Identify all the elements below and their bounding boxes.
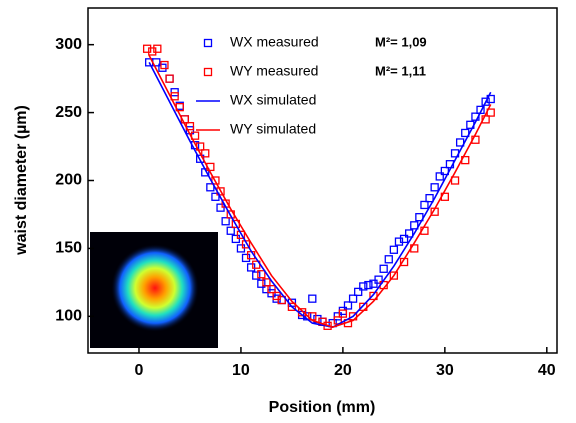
series-line: [148, 55, 492, 329]
x-tick-label: 20: [334, 362, 352, 379]
marker: [425, 194, 434, 203]
series-line: [148, 61, 492, 329]
marker: [435, 172, 444, 181]
marker: [450, 176, 460, 185]
marker: [287, 302, 297, 311]
marker: [354, 287, 363, 297]
beam-profile: [111, 244, 199, 332]
y-tick-label: 150: [55, 240, 82, 257]
marker: [221, 217, 230, 226]
x-tick-label: 10: [232, 362, 250, 379]
marker: [359, 282, 368, 291]
marker: [262, 278, 271, 287]
x-tick-label: 30: [436, 362, 454, 379]
marker: [148, 47, 157, 56]
legend-marker: [203, 38, 213, 48]
marker: [399, 234, 409, 244]
marker: [348, 294, 358, 303]
legend-label: WY simulated: [230, 121, 316, 137]
marker: [257, 279, 266, 288]
marker: [246, 263, 256, 272]
legend-label: WX measured: [230, 34, 319, 50]
marker: [389, 271, 399, 280]
annotation: M²= 1,09: [375, 34, 427, 49]
marker: [206, 183, 215, 192]
marker: [236, 230, 246, 239]
y-tick-label: 250: [55, 104, 82, 121]
y-tick-label: 300: [55, 36, 82, 53]
marker: [142, 44, 152, 53]
marker: [338, 309, 348, 318]
y-axis-label: waist diameter (µm): [13, 105, 30, 256]
x-tick-label: 0: [135, 362, 144, 379]
y-tick-label: 100: [55, 308, 82, 325]
marker: [379, 264, 388, 273]
marker: [364, 280, 373, 290]
marker: [160, 60, 169, 70]
marker: [226, 226, 235, 235]
marker: [389, 245, 399, 254]
marker: [211, 192, 220, 201]
marker: [394, 237, 404, 246]
marker: [165, 74, 174, 83]
marker: [430, 183, 439, 192]
marker: [374, 275, 383, 284]
legend-label: WY measured: [230, 63, 318, 79]
marker: [267, 285, 276, 294]
x-tick-label: 40: [538, 362, 556, 379]
legend-label: WX simulated: [230, 92, 316, 108]
marker: [165, 74, 174, 83]
marker: [405, 229, 414, 238]
annotation: M²= 1,11: [375, 63, 426, 78]
marker: [420, 200, 429, 210]
x-axis-label: Position (mm): [269, 399, 376, 416]
y-tick-label: 200: [55, 172, 82, 189]
marker: [257, 270, 266, 279]
marker: [201, 149, 210, 158]
marker: [241, 253, 251, 263]
marker: [384, 255, 393, 264]
marker: [252, 271, 261, 280]
marker: [481, 97, 490, 106]
marker: [308, 294, 317, 303]
marker: [277, 295, 286, 305]
marker: [410, 221, 419, 230]
marker: [153, 44, 162, 53]
marker: [343, 301, 353, 310]
marker: [158, 63, 167, 72]
legend-marker: [203, 67, 213, 77]
